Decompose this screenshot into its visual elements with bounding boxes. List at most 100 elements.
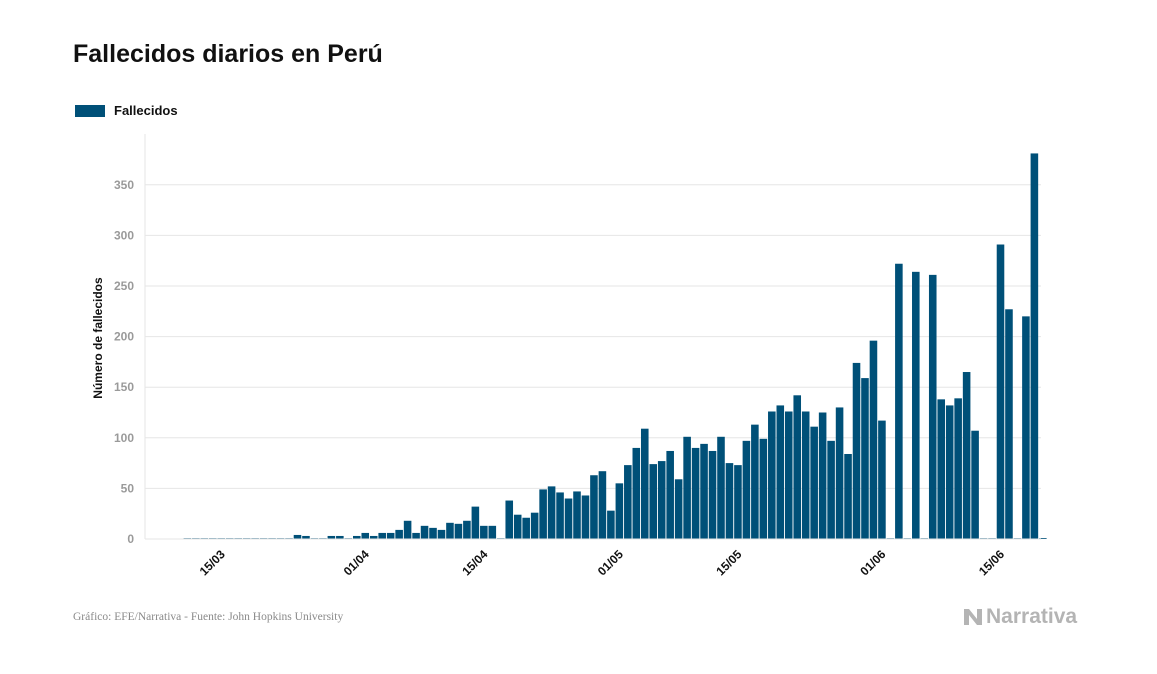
bar — [657, 461, 666, 539]
bar — [878, 420, 886, 539]
bar — [632, 447, 641, 539]
bar — [522, 517, 530, 539]
bar — [378, 532, 386, 539]
bar — [539, 489, 547, 539]
bar — [480, 525, 488, 539]
legend: Fallecidos — [75, 103, 178, 118]
bar — [734, 465, 742, 539]
bar — [327, 535, 336, 539]
narrativa-logo-icon — [964, 609, 982, 625]
legend-swatch — [75, 104, 105, 117]
bar — [590, 475, 598, 539]
x-tick-label: 01/06 — [857, 547, 888, 578]
bar — [564, 498, 573, 539]
x-tick-label: 01/05 — [595, 547, 626, 578]
bar — [759, 438, 768, 539]
y-tick-label: 250 — [114, 279, 134, 293]
bar — [674, 479, 683, 539]
chart-title: Fallecidos diarios en Perú — [73, 40, 383, 68]
bar — [827, 440, 835, 539]
bar — [302, 535, 310, 539]
bar — [336, 535, 344, 539]
x-tick-label: 15/05 — [713, 547, 744, 578]
bar — [971, 430, 979, 539]
bar — [624, 465, 632, 539]
bar — [793, 395, 802, 539]
bar — [818, 412, 827, 539]
bar — [835, 407, 844, 539]
bar — [844, 453, 852, 539]
bar — [581, 495, 590, 539]
bar — [361, 532, 370, 539]
bar — [386, 532, 395, 539]
bar — [869, 340, 878, 539]
x-tick-label: 01/04 — [341, 547, 372, 578]
bar — [488, 525, 497, 539]
y-tick-label: 0 — [127, 532, 134, 546]
bar — [996, 244, 1005, 539]
brand-logo: Narrativa — [963, 605, 1077, 629]
bar — [895, 263, 903, 539]
y-tick-label: 300 — [114, 228, 134, 242]
x-tick-label: 15/04 — [459, 547, 490, 578]
bar — [962, 372, 971, 539]
bar — [463, 520, 471, 539]
bar — [810, 426, 818, 539]
bar — [446, 522, 454, 539]
bars — [183, 153, 1047, 539]
bar — [954, 398, 962, 539]
bar — [293, 534, 302, 539]
bar — [649, 464, 658, 539]
bar — [615, 483, 624, 539]
legend-label: Fallecidos — [114, 103, 178, 118]
bar — [691, 447, 700, 539]
bar — [742, 440, 751, 539]
x-tick-label: 15/03 — [197, 547, 228, 578]
bar — [912, 271, 920, 539]
bar — [708, 450, 717, 539]
x-tick-label: 15/06 — [976, 547, 1007, 578]
bar — [801, 411, 810, 539]
bar — [784, 411, 793, 539]
bar — [353, 535, 361, 539]
bar — [607, 510, 615, 539]
bar — [683, 436, 691, 539]
y-tick-label: 350 — [114, 178, 134, 192]
bar — [556, 492, 564, 539]
bar — [530, 512, 539, 539]
y-tick-label: 200 — [114, 330, 134, 344]
bar — [768, 411, 776, 539]
bar — [776, 405, 785, 539]
bar — [454, 523, 463, 539]
bar — [725, 463, 734, 539]
gridlines — [145, 184, 1041, 489]
bar — [429, 527, 437, 539]
y-tick-label: 50 — [121, 481, 135, 495]
bar — [505, 500, 514, 539]
bar — [437, 529, 446, 539]
bar — [412, 532, 420, 539]
bar — [403, 520, 412, 539]
bar — [513, 514, 522, 539]
y-tick-label: 100 — [114, 431, 134, 445]
bar — [471, 506, 480, 539]
bar — [547, 486, 556, 539]
brand-name: Narrativa — [986, 605, 1078, 628]
bar — [598, 471, 607, 539]
bar — [937, 399, 945, 539]
bar — [945, 405, 954, 539]
bar — [717, 436, 725, 539]
bar — [1030, 153, 1039, 539]
y-axis-label: Número de fallecidos — [91, 277, 105, 399]
bar — [1039, 538, 1047, 539]
bar — [751, 424, 759, 539]
bar — [573, 491, 581, 539]
bar — [852, 362, 861, 539]
bar — [640, 428, 649, 539]
bar — [1022, 316, 1030, 539]
bar — [369, 535, 378, 539]
bar — [928, 274, 937, 539]
bar — [1005, 309, 1013, 539]
bar — [395, 529, 403, 539]
